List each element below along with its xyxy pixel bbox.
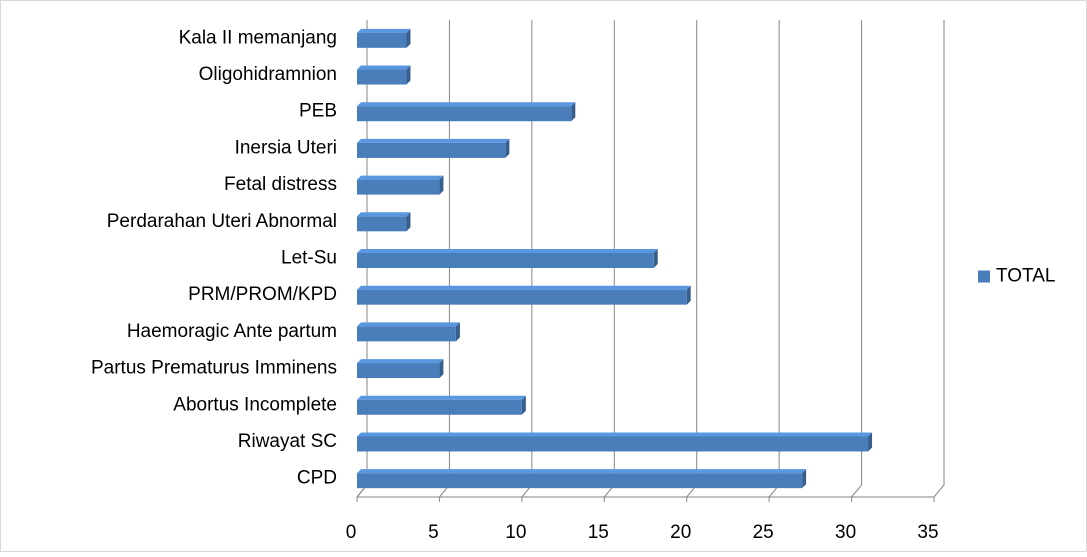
bar-top [357,322,460,327]
x-tick-label: 0 [346,522,357,543]
y-tick-label: Haemoragic Ante partum [127,321,337,342]
bar-side [868,432,873,452]
y-tick-label: Oligohidramnion [199,64,337,85]
bar-side [406,212,411,232]
bar-side [521,395,526,415]
bar-top [357,28,411,33]
bar [357,363,440,379]
bar-side [505,138,510,158]
bar-top [357,138,510,143]
bar-side [439,175,444,195]
bar-side [802,469,807,489]
bar-top [357,249,658,253]
grid-line [933,20,945,498]
bar-side [406,65,411,85]
y-tick-label: Partus Prematurus Imminens [91,358,337,379]
grid-line [851,20,863,498]
bar-side [406,28,411,48]
bar-top [357,285,691,290]
bar [357,289,687,305]
y-tick-label: Perdarahan Uteri Abnormal [107,211,337,232]
y-tick-label: Riwayat SC [238,431,337,452]
bar [357,69,407,85]
bar [357,32,407,48]
y-tick-label: Inersia Uteri [235,137,337,158]
bar-top [357,212,411,217]
bar-top [357,432,873,437]
bar [357,142,506,158]
x-tick-label: 35 [917,522,938,543]
y-tick-label: Fetal distress [224,174,337,195]
bar [357,216,407,232]
bar-side [686,285,691,305]
bar-side [571,102,576,122]
bar [357,399,522,415]
bar [357,473,803,489]
bar-side [653,249,658,268]
y-tick-label: Let-Su [281,248,337,269]
y-tick-label: PEB [299,101,337,122]
bar-side [455,322,460,342]
x-tick-label: 20 [670,522,691,543]
x-tick-label: 5 [428,522,439,543]
bar-side [439,359,444,379]
x-tick-label: 25 [753,522,774,543]
bar-top [357,469,807,474]
y-tick-label: Kala II memanjang [179,27,337,48]
bar-top [357,395,526,400]
bar-top [357,175,444,180]
legend-swatch [978,270,990,283]
bar [357,326,456,342]
y-tick-label: Abortus Incomplete [173,394,337,415]
legend-label: TOTAL [996,266,1055,287]
bar [357,179,440,195]
bar-top [357,65,411,70]
bar [357,436,869,452]
bar [357,253,654,268]
bar [357,106,572,122]
x-tick-label: 15 [588,522,609,543]
x-tick-label: 30 [835,522,856,543]
bar-top [357,359,444,364]
y-tick-label: PRM/PROM/KPD [188,284,337,305]
bar-top [357,102,576,107]
x-tick-label: 10 [505,522,526,543]
y-tick-label: CPD [297,468,337,489]
